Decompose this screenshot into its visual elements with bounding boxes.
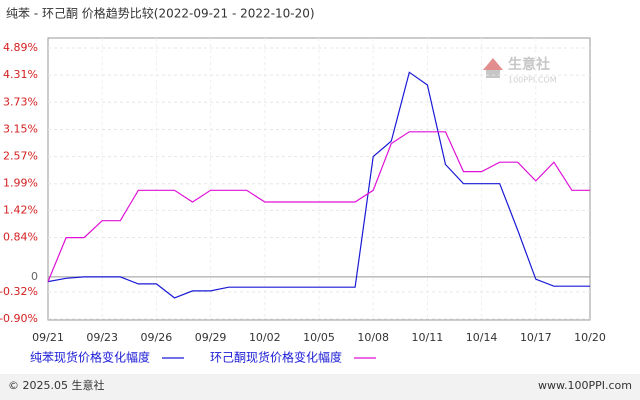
y-tick-label: 3.15% [3, 122, 38, 135]
series-line [47, 71, 590, 299]
y-tick-label: 0.84% [3, 231, 38, 244]
watermark: 生意社 100PPI.COM [483, 56, 557, 85]
x-tick-label: 09/26 [141, 331, 173, 344]
footer-copyright: © 2025.05 生意社 [8, 378, 104, 392]
y-tick-label: 4.89% [3, 41, 38, 54]
watermark-logo [486, 70, 500, 78]
series-line [47, 131, 590, 282]
y-tick-label: 3.73% [3, 95, 38, 108]
x-tick-label: 10/05 [303, 331, 335, 344]
x-tick-label: 09/29 [195, 331, 227, 344]
watermark-text: 生意社 [508, 56, 550, 73]
x-tick-label: 10/11 [412, 331, 444, 344]
y-tick-label: 4.31% [3, 68, 38, 81]
x-tick-label: 10/17 [520, 331, 552, 344]
y-tick-label: 1.42% [3, 203, 38, 216]
y-tick-label: 0 [31, 270, 38, 283]
footer-site: www.100PPI.com [538, 379, 632, 392]
x-tick-label: 10/20 [574, 331, 606, 344]
footer-bar [0, 374, 640, 400]
x-tick-label: 10/14 [466, 331, 498, 344]
y-tick-label: -0.90% [0, 312, 38, 325]
y-tick-label: -0.32% [0, 285, 38, 298]
legend-label: 环己酮现货价格变化幅度 [210, 350, 342, 365]
y-tick-label: 1.99% [3, 177, 38, 190]
x-tick-label: 10/08 [357, 331, 389, 344]
watermark-logo [483, 58, 503, 70]
x-tick-label: 09/23 [86, 331, 118, 344]
x-tick-label: 10/02 [249, 331, 281, 344]
legend-label: 纯苯现货价格变化幅度 [30, 350, 150, 365]
watermark-site: 100PPI.COM [508, 76, 557, 85]
x-tick-label: 09/21 [32, 331, 64, 344]
y-tick-label: 2.57% [3, 150, 38, 163]
chart-title: 纯苯 - 环己酮 价格趋势比较(2022-09-21 - 2022-10-20) [6, 6, 315, 21]
